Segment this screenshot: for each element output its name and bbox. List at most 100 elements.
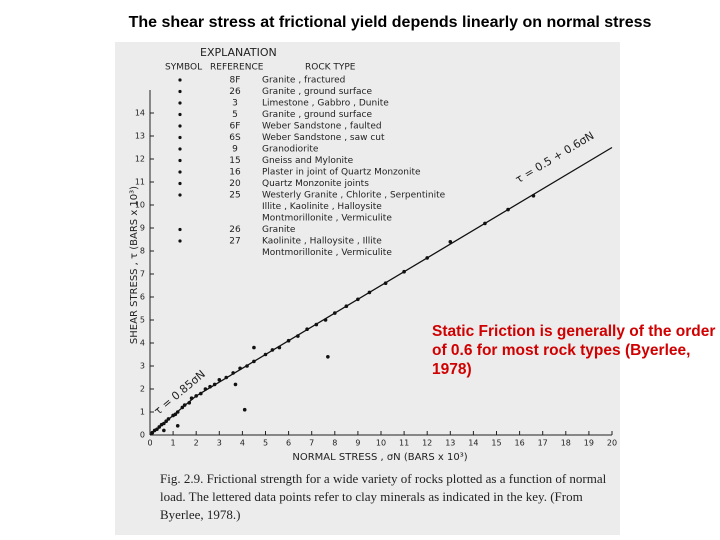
legend-reference: 9 [232,145,238,155]
legend-symbol [178,89,182,94]
y-tick-label: 14 [135,109,145,118]
y-tick-label: 13 [135,132,145,141]
x-tick-label: 10 [376,439,386,448]
y-tick-label: 10 [135,201,145,210]
data-point [166,417,171,421]
x-tick-label: 19 [584,439,594,448]
data-point [180,405,185,410]
data-point [263,352,268,357]
data-point [252,345,256,350]
legend-reference: 20 [229,179,241,189]
legend-rock-type: Quartz Monzonite joints [262,179,369,189]
legend-symbol [178,135,182,140]
x-tick-label: 7 [309,439,314,448]
x-tick-label: 11 [399,439,409,448]
legend-rock-type: Weber Sandstone , saw cut [262,133,385,143]
y-tick-label: 1 [140,408,145,417]
slide-title: The shear stress at frictional yield dep… [128,14,652,31]
y-tick-label: 0 [140,431,145,440]
figure-caption: Fig. 2.9. Frictional strength for a wide… [160,471,607,522]
y-tick-label: 8 [140,247,145,256]
data-point [323,318,328,322]
legend-symbol [178,239,182,243]
data-point [483,221,487,226]
x-tick-label: 8 [332,439,337,448]
data-point [189,396,194,401]
data-point [333,311,337,315]
data-point [425,256,430,260]
legend-symbol [178,227,182,232]
data-point [531,194,536,198]
data-point [506,207,510,212]
legend-rock-type: Montmorillonite , Vermiculite [262,248,392,258]
data-point [157,425,162,429]
x-tick-label: 5 [263,439,268,448]
x-tick-label: 20 [607,439,617,448]
data-point [155,427,159,432]
legend-reference: 26 [229,225,241,235]
data-point [270,348,275,352]
data-point [402,269,406,274]
legend-reference: 25 [229,191,240,201]
x-axis-label: NORMAL STRESS , σN (BARS x 10³) [292,452,467,463]
legend-rock-type: Gneiss and Mylonite [262,156,354,166]
data-point [344,304,349,309]
data-point [245,364,249,368]
data-point [203,387,208,391]
data-point [182,403,187,407]
data-point [217,378,222,382]
data-point [233,382,238,387]
legend-title: EXPLANATION [200,46,277,59]
legend-symbol [178,112,182,117]
data-point [286,338,291,343]
data-point [175,424,180,428]
x-tick-label: 6 [286,439,291,448]
data-point [208,384,212,389]
legend-reference: 8F [230,76,241,86]
legend-rock-type: Kaolinite , Halloysite , Illite [262,237,382,247]
y-tick-label: 2 [140,385,145,394]
legend-reference: 26 [229,87,241,97]
y-tick-label: 7 [140,270,145,279]
legend-reference: 27 [229,237,240,247]
data-point [150,430,155,435]
data-point [173,412,178,417]
legend-rock-type: Montmorillonite , Vermiculite [262,214,392,224]
legend-reference: 15 [229,156,240,166]
y-axis-label: SHEAR STRESS , τ (BARS x 10³) [129,186,140,344]
data-point [162,421,166,426]
legend-rock-type: Limestone , Gabbro , Dunite [262,99,389,109]
data-point [252,359,256,364]
legend-symbol [178,193,182,197]
legend-column: ROCK TYPE [305,63,356,73]
data-point [238,366,242,371]
data-point [187,401,192,405]
legend-rock-type: Granite , ground surface [262,110,372,120]
legend-reference: 3 [232,99,238,109]
legend-rock-type: Granodiorite [262,145,319,155]
y-tick-label: 3 [140,362,145,371]
legend-reference: 16 [229,168,241,178]
legend-rows: 8F Granite , fractured 26 Granite , ground … [178,76,446,258]
legend-symbol [178,147,182,151]
x-tick-label: 0 [147,439,152,448]
data-point [224,375,229,380]
x-tick-label: 3 [217,439,222,448]
x-tick-label: 4 [240,439,245,448]
data-point [212,382,217,387]
data-point [162,428,166,433]
data-point [326,355,330,359]
x-tick-label: 9 [355,439,360,448]
x-tick-label: 1 [171,439,176,448]
data-point [296,334,300,338]
data-point [367,290,372,295]
x-tick-label: 12 [422,439,432,448]
data-point [314,322,319,327]
x-tick-label: 2 [194,439,199,448]
x-tick-label: 14 [468,439,478,448]
data-point [383,281,388,286]
y-tick-label: 11 [135,178,145,187]
legend-rock-type: Granite [262,225,296,235]
y-tick-label: 5 [140,316,145,325]
